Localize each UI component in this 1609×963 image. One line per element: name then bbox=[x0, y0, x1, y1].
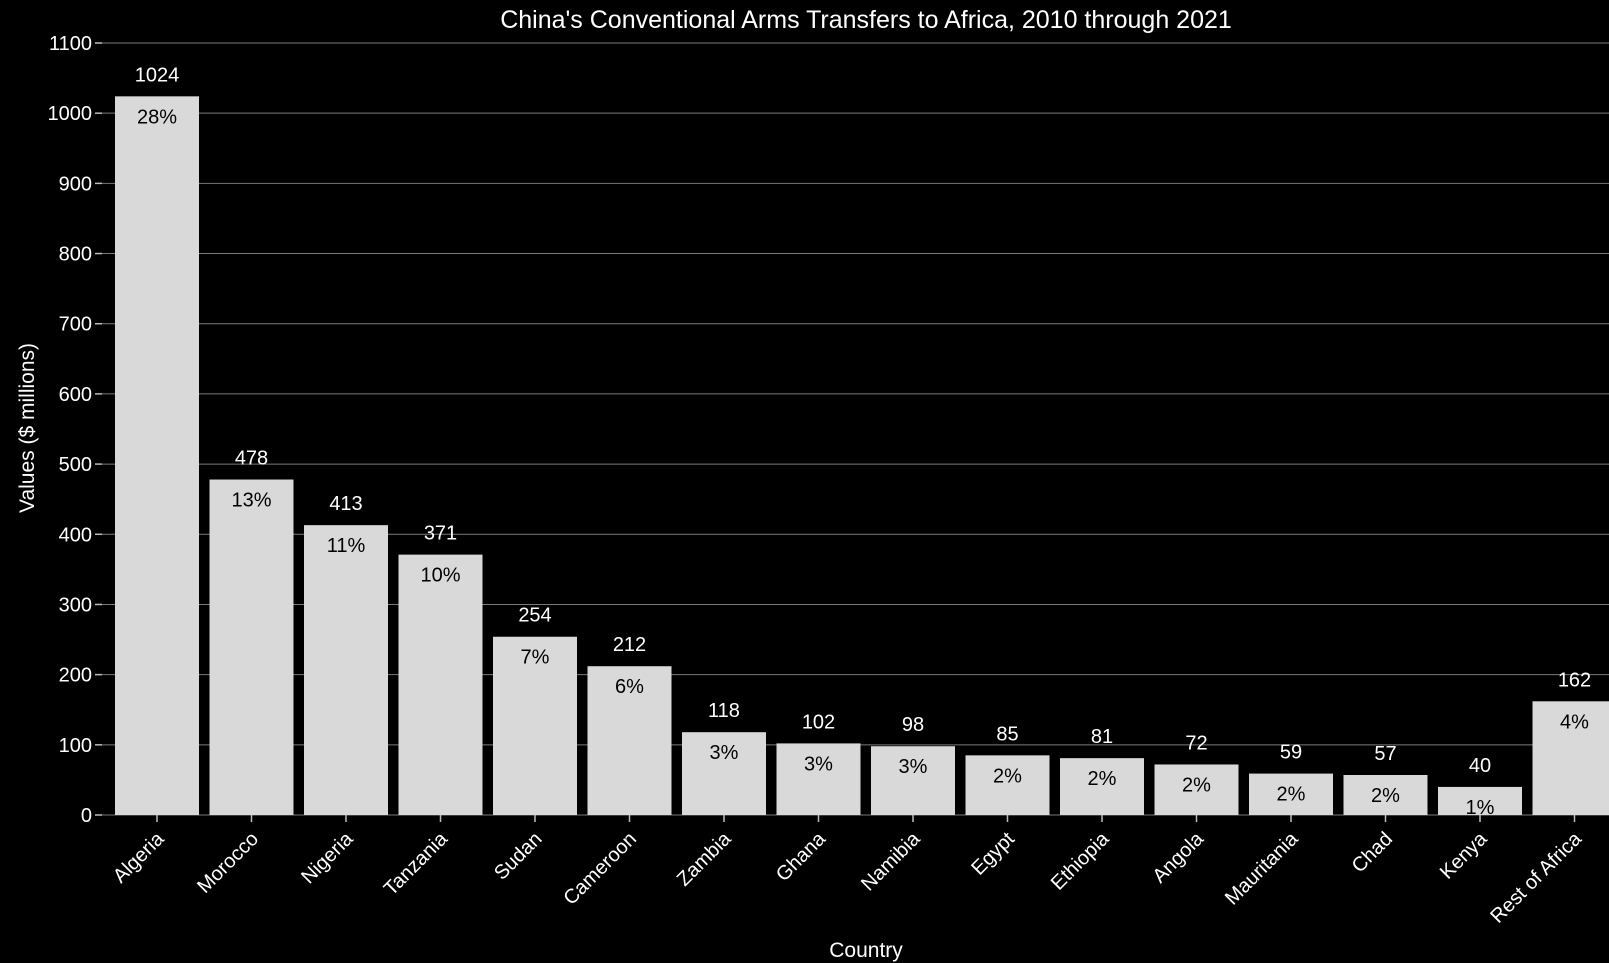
x-tick-label: Rest of Africa bbox=[1486, 827, 1586, 927]
percent-label: 2% bbox=[1088, 768, 1117, 790]
value-label: 371 bbox=[424, 523, 457, 545]
y-tick-label: 400 bbox=[59, 524, 92, 546]
y-tick-label: 700 bbox=[59, 314, 92, 336]
value-label: 162 bbox=[1558, 669, 1591, 691]
bar-morocco bbox=[209, 479, 294, 815]
percent-label: 4% bbox=[1560, 711, 1589, 733]
bar-nigeria bbox=[304, 525, 388, 815]
value-label: 98 bbox=[902, 714, 924, 736]
y-tick-label: 900 bbox=[59, 173, 92, 195]
y-tick-label: 0 bbox=[81, 805, 92, 827]
bar-kenya bbox=[1438, 786, 1522, 815]
value-label: 1024 bbox=[135, 64, 180, 86]
bar-rest-of-africa bbox=[1532, 701, 1609, 815]
y-tick-label: 600 bbox=[59, 384, 92, 406]
percent-label: 11% bbox=[327, 535, 366, 557]
percent-label: 2% bbox=[993, 765, 1022, 787]
value-label: 212 bbox=[613, 634, 646, 656]
x-tick-label: Ghana bbox=[772, 827, 831, 886]
value-label: 57 bbox=[1374, 743, 1396, 765]
percent-label: 10% bbox=[420, 565, 460, 587]
x-tick-label: Mauritania bbox=[1221, 827, 1303, 909]
bar-chad bbox=[1343, 774, 1428, 815]
x-tick-label: Chad bbox=[1348, 828, 1397, 877]
percent-label: 2% bbox=[1371, 785, 1400, 807]
y-tick-label: 800 bbox=[59, 244, 92, 266]
value-label: 118 bbox=[708, 700, 740, 722]
percent-label: 3% bbox=[710, 742, 739, 764]
x-tick-label: Morocco bbox=[193, 828, 263, 898]
bar-ghana bbox=[776, 743, 861, 815]
x-tick-label: Namibia bbox=[857, 827, 925, 895]
y-axis-title: Values ($ millions) bbox=[16, 343, 39, 513]
percent-label: 28% bbox=[137, 106, 177, 128]
bar-sudan bbox=[493, 636, 577, 815]
chart-title: China's Conventional Arms Transfers to A… bbox=[500, 6, 1232, 34]
percent-label: 13% bbox=[231, 490, 271, 512]
x-tick-label: Nigeria bbox=[297, 827, 358, 888]
y-tick-label: 1100 bbox=[49, 33, 92, 55]
x-tick-label: Ethiopia bbox=[1047, 827, 1114, 894]
bar-egypt bbox=[965, 755, 1050, 815]
x-tick-label: Zambia bbox=[673, 827, 736, 890]
value-label: 413 bbox=[329, 493, 362, 515]
x-tick-label: Cameroon bbox=[559, 828, 641, 910]
x-axis-title: Country bbox=[829, 939, 903, 962]
x-tick-label: Angola bbox=[1148, 827, 1208, 887]
value-label: 254 bbox=[518, 605, 551, 627]
percent-label: 7% bbox=[521, 647, 550, 669]
x-tick-label: Sudan bbox=[490, 828, 546, 884]
x-tick-label: Egypt bbox=[967, 828, 1019, 880]
bars-layer bbox=[115, 96, 1609, 815]
value-label: 59 bbox=[1280, 742, 1302, 764]
value-label: 81 bbox=[1091, 726, 1113, 748]
percent-label: 3% bbox=[899, 756, 928, 778]
y-tick-label: 1000 bbox=[48, 103, 93, 125]
bar-mauritania bbox=[1249, 773, 1333, 815]
labels-layer: 1024 28% 478 13% 413 11% 371 10% 254 7% 212 6% 118 3%… bbox=[135, 64, 1591, 819]
percent-label: 1% bbox=[1466, 797, 1495, 819]
percent-label: 2% bbox=[1277, 784, 1306, 806]
bar-algeria bbox=[115, 96, 199, 815]
y-tick-label: 300 bbox=[59, 594, 92, 616]
bar-tanzania bbox=[398, 554, 483, 815]
percent-label: 6% bbox=[615, 676, 644, 698]
value-label: 72 bbox=[1185, 732, 1207, 754]
y-tick-label: 500 bbox=[59, 454, 92, 476]
percent-label: 3% bbox=[804, 753, 833, 775]
value-label: 40 bbox=[1469, 755, 1491, 777]
x-tick-label: Kenya bbox=[1436, 827, 1492, 883]
bar-angola bbox=[1154, 764, 1239, 815]
x-tick-label: Algeria bbox=[109, 827, 169, 887]
x-tick-label: Tanzania bbox=[380, 827, 453, 900]
y-tick-label: 100 bbox=[59, 735, 92, 757]
bar-zambia bbox=[682, 732, 766, 815]
bar-namibia bbox=[871, 746, 955, 815]
percent-label: 2% bbox=[1182, 774, 1211, 796]
value-label: 102 bbox=[802, 711, 835, 733]
value-label: 478 bbox=[235, 448, 268, 470]
y-tick-label: 200 bbox=[59, 665, 92, 687]
bar-cameroon bbox=[587, 666, 672, 815]
value-label: 85 bbox=[996, 723, 1018, 745]
bar-ethiopia bbox=[1060, 758, 1144, 815]
